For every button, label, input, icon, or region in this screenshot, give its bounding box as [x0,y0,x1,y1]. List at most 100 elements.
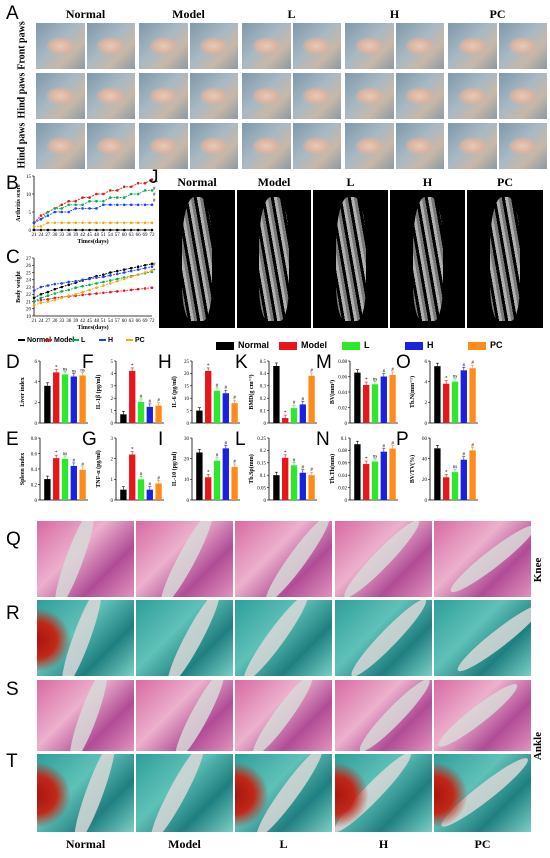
data-point [88,199,91,203]
paw-image [199,86,229,106]
y-tick-label: 6 [425,360,428,365]
paw-image [302,36,332,56]
paw-photo [447,72,498,120]
data-point [143,287,147,290]
data-point [53,228,57,232]
paw-image [148,36,178,56]
group-label-model: Model [172,7,205,21]
bar-legend-item-h: H [405,340,434,350]
paw-photo [447,22,498,70]
y-tick-label: 0 [29,229,32,234]
x-tick-label: 21 [32,233,38,238]
data-point [53,298,57,302]
bar-pc [469,368,476,423]
paw-image [354,136,384,156]
data-point [150,286,154,290]
paw-image [508,136,538,156]
data-point [32,303,36,307]
x-tick-label: 54 [108,319,114,324]
histology-image [433,599,532,677]
y-tick-label: 10 [184,478,190,483]
panel-label-d: D [6,352,20,373]
panel-label-b: B [6,173,19,194]
data-point [102,228,105,232]
data-point [53,287,57,291]
data-point [67,294,71,297]
significance-mark: * [365,378,368,383]
histology-image [234,679,333,752]
x-tick-label: 72 [150,319,156,324]
bar-normal [196,410,203,423]
data-point [74,292,77,296]
x-tick-label: 30 [52,233,58,238]
histology-image [234,599,333,677]
data-point [67,283,71,287]
bar-l [371,461,379,500]
bar-h [299,472,306,500]
foot-bones-render [412,196,443,322]
data-point [67,288,71,292]
legend-swatch [468,341,486,350]
data-point [95,292,98,295]
bar-h [70,376,77,423]
y-axis-title: Body weight [16,271,22,303]
data-point [53,207,57,210]
data-point [109,290,112,294]
panel-label-n: N [316,429,330,450]
data-point [74,221,77,225]
chart-d: 0 2 4 6 Liver index * ns ns ns [16,355,92,427]
x-tick-label: 45 [87,319,93,324]
bar-h [460,459,467,500]
data-point [109,228,112,232]
chart-i: 0 10 20 30 IL-10 (pg/ml) * # # # [168,432,244,504]
significance-mark: # [463,363,466,368]
panel-label-j: J [149,167,159,188]
x-tick-label: 54 [108,233,114,238]
data-point [109,282,112,285]
panel-label-a: A [6,3,19,24]
significance-mark: # [233,396,236,401]
y-tick-label: 3 [111,437,114,442]
significance-mark: * [445,470,448,475]
paw-image [45,86,75,106]
paw-photo [447,122,498,170]
panel-label-g: G [82,429,97,450]
y-tick-label: 0 [187,499,190,504]
panel-label-o: O [396,352,411,373]
bar-l [61,374,69,423]
significance-mark: # [471,361,474,366]
series-line-l [33,189,152,224]
paw-photo [291,122,342,170]
panel-label-r: R [6,603,20,624]
y-axis-title: Spleen index [20,453,26,486]
bar-pc [389,374,396,423]
significance-mark: ns [373,455,378,460]
y-tick-label: 0.25 [257,437,266,442]
y-tick-label: 0.02 [338,406,347,411]
data-point [46,228,50,232]
y-tick-label: 1 [111,409,114,414]
data-point [129,221,133,225]
ct-render-l [313,190,388,328]
ct-label-l: L [346,175,355,189]
y-axis-title: IL-1β (pg/ml) [95,375,102,410]
joint-space [237,600,315,676]
data-point [46,298,50,301]
significance-mark: ns [373,377,378,382]
histology-image [135,520,234,598]
significance-mark: # [153,263,156,268]
y-tick-label: 15 [184,385,190,390]
x-tick-label: 42 [80,233,86,238]
significance-mark: * [131,364,134,369]
joint-space [168,680,232,751]
data-point [39,298,43,302]
ct-render-pc [467,190,543,328]
data-point [115,290,119,293]
data-point [129,203,133,207]
chart-l: 0 0.05 0.1 0.15 0.2 0.25 Tb.Sp(mm) * # # # [245,432,321,504]
significance-mark: # [391,442,394,447]
histology-image [234,753,333,833]
y-tick-label: 0.3 [260,385,267,390]
y-tick-label: 20 [422,478,428,483]
data-point [60,207,64,210]
